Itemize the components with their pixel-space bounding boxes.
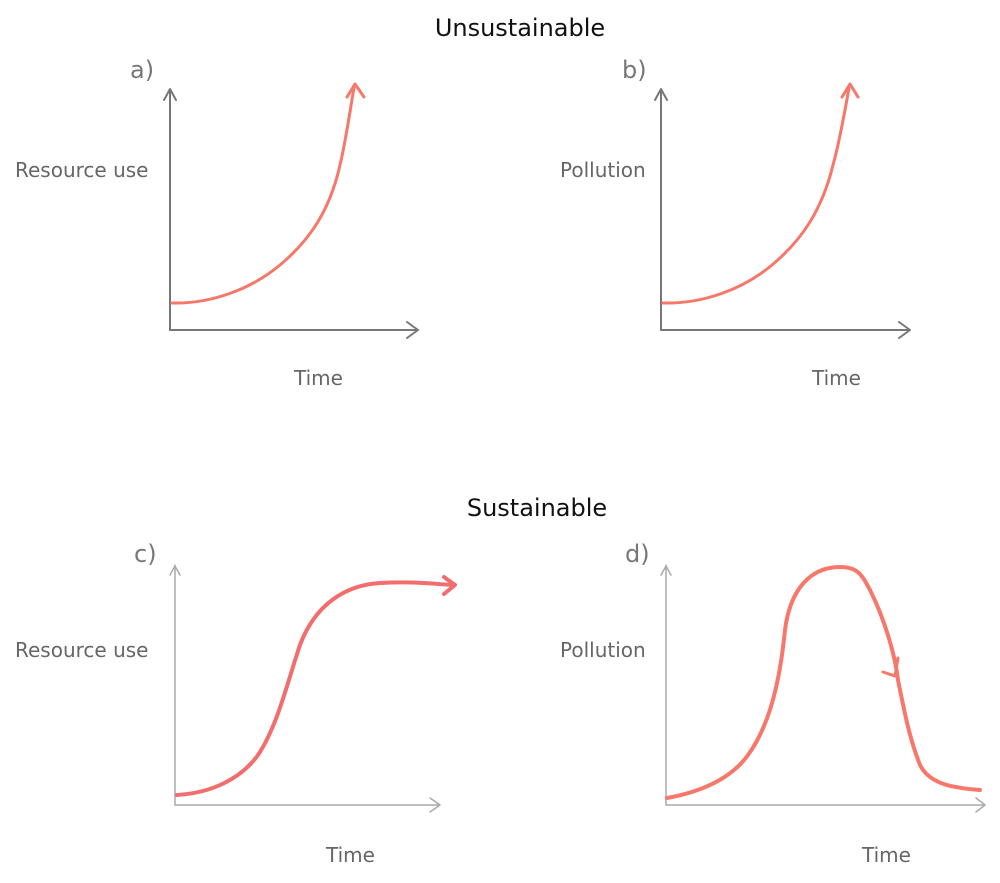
panel-d-curve [665,565,982,800]
panel-d-xlabel: Time [862,843,911,867]
panel-d-ylabel: Pollution [560,638,646,662]
panel-a-xlabel: Time [294,366,343,390]
panel-b-arrowhead [840,82,860,99]
panel-a-ylabel: Resource use [15,158,149,182]
panel-c-xlabel: Time [326,843,375,867]
panel-c-curve [175,580,454,797]
panel-b-xlabel: Time [812,366,861,390]
panel-c-arrowhead [442,575,457,596]
panel-a-curve [170,86,356,305]
panel-b-axes [654,88,911,339]
panel-b-curve [661,86,851,305]
sustainable-title: Sustainable [466,494,608,522]
panel-c-axes [169,564,441,813]
panel-b-ylabel: Pollution [560,158,646,182]
panel-d-arrowhead [881,656,900,678]
panel-c-label: c) [134,540,157,568]
panel-c-ylabel: Resource use [15,638,149,662]
panel-a-arrowhead [345,82,366,99]
panel-d-label: d) [625,540,650,568]
panel-a-axes [163,88,419,339]
panel-b-label: b) [622,56,647,84]
panel-a-label: a) [130,56,155,84]
unsustainable-title: Unsustainable [434,14,606,42]
panel-d-axes [660,564,986,813]
